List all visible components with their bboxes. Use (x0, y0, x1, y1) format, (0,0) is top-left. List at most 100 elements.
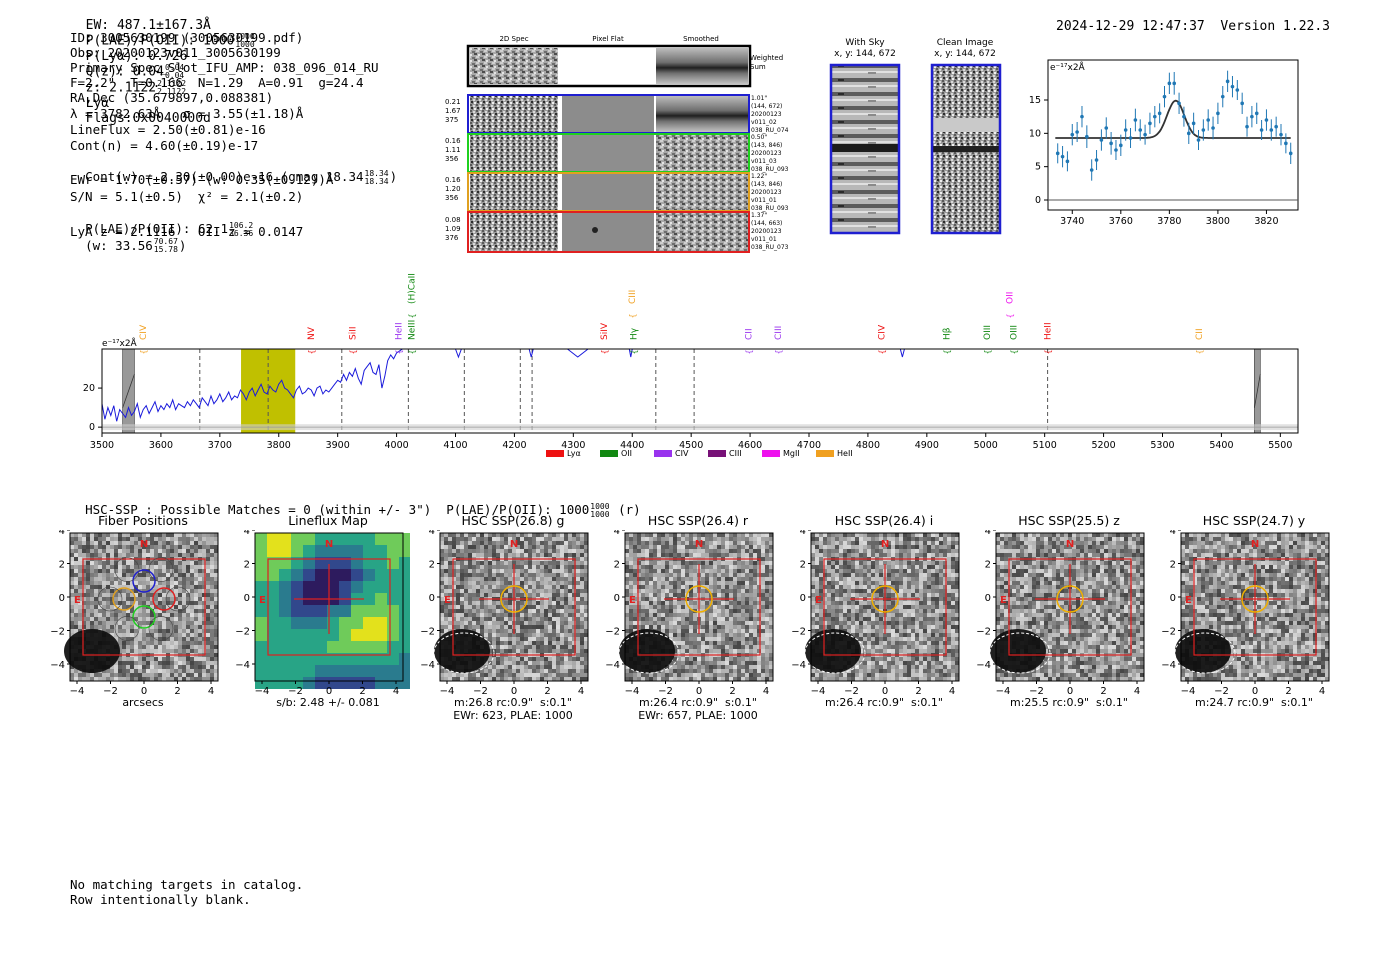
pixel (214, 629, 218, 633)
pixel (122, 541, 126, 545)
pixel (717, 569, 721, 573)
pixel (178, 597, 182, 601)
pixel (645, 549, 649, 553)
pixel (580, 645, 584, 649)
line-id-text: CII (1195, 328, 1205, 340)
pixel (122, 609, 126, 613)
pixel (661, 573, 665, 577)
pixel (903, 541, 907, 545)
pixel (150, 573, 154, 577)
pixel (681, 609, 685, 613)
line-id-brace: { (307, 349, 316, 354)
pixel (194, 561, 198, 565)
pixel (536, 645, 540, 649)
pixel (729, 657, 733, 661)
pixel (182, 677, 186, 681)
pixel (552, 545, 556, 549)
pixel (757, 657, 761, 661)
fit-data-point (1109, 141, 1113, 146)
pixel (657, 673, 661, 677)
pixel (665, 629, 669, 633)
pixel (134, 601, 138, 605)
pixel (532, 605, 536, 609)
pixel (106, 677, 110, 681)
pixel (689, 669, 693, 673)
pixel (114, 617, 118, 621)
pixel (202, 665, 206, 669)
pixel (492, 565, 496, 569)
row1-right-d: v011_02 (751, 119, 777, 126)
pixel (685, 661, 689, 665)
pixel (661, 609, 665, 613)
pixel (701, 661, 705, 665)
col-smooth-label: Smoothed (683, 35, 719, 43)
pixel (677, 673, 681, 677)
pixel (693, 665, 697, 669)
pixel (544, 573, 548, 577)
pixel (625, 549, 629, 553)
pixel (488, 601, 492, 605)
pixel (456, 573, 460, 577)
pixel (891, 537, 895, 541)
pixel (915, 545, 919, 549)
pixel (98, 581, 102, 585)
pixel (146, 581, 150, 585)
pixel (480, 633, 484, 637)
pixel (757, 625, 761, 629)
pixel (90, 613, 94, 617)
pixel (492, 609, 496, 613)
pixel (528, 553, 532, 557)
pixel (186, 633, 190, 637)
pixel (769, 641, 773, 645)
pixel (552, 601, 556, 605)
pixel (717, 621, 721, 625)
pixel (685, 629, 689, 633)
pixel (528, 669, 532, 673)
pixel (190, 573, 194, 577)
pixel (544, 613, 548, 617)
pixel (74, 597, 78, 601)
pixel (737, 573, 741, 577)
pixel (564, 597, 568, 601)
pixel (440, 613, 444, 617)
pixel (102, 533, 106, 537)
pixel (552, 625, 556, 629)
pixel (516, 621, 520, 625)
pixel (641, 553, 645, 557)
pixel (839, 549, 843, 553)
pixel (186, 645, 190, 649)
pixel (733, 541, 737, 545)
pixel (717, 537, 721, 541)
pixel (182, 545, 186, 549)
pixel (556, 649, 560, 653)
pixel (70, 541, 74, 545)
pixel (98, 589, 102, 593)
pixel (633, 561, 637, 565)
panel-title: HSC SSP(26.4) i (834, 513, 934, 528)
pixel (556, 677, 560, 681)
pixel (480, 537, 484, 541)
pixel (713, 661, 717, 665)
pixel (472, 537, 476, 541)
pixel (118, 541, 122, 545)
pixel (150, 621, 154, 625)
pixel (693, 601, 697, 605)
pixel (693, 677, 697, 681)
pixel (126, 577, 130, 581)
pixel (753, 597, 757, 601)
pixel (536, 549, 540, 553)
map-cell (363, 533, 375, 545)
fit-data-point (1201, 128, 1206, 132)
pixel (202, 669, 206, 673)
pixel (560, 541, 564, 545)
pixel (757, 581, 761, 585)
spec-xtick-label: 5400 (1209, 440, 1233, 451)
pixel (94, 565, 98, 569)
pixel (134, 617, 138, 621)
pixel (769, 677, 773, 681)
z-text: z: 2.1122 (85, 80, 157, 96)
pixel (749, 601, 753, 605)
pixel (544, 629, 548, 633)
pixel (480, 565, 484, 569)
pixel (693, 649, 697, 653)
